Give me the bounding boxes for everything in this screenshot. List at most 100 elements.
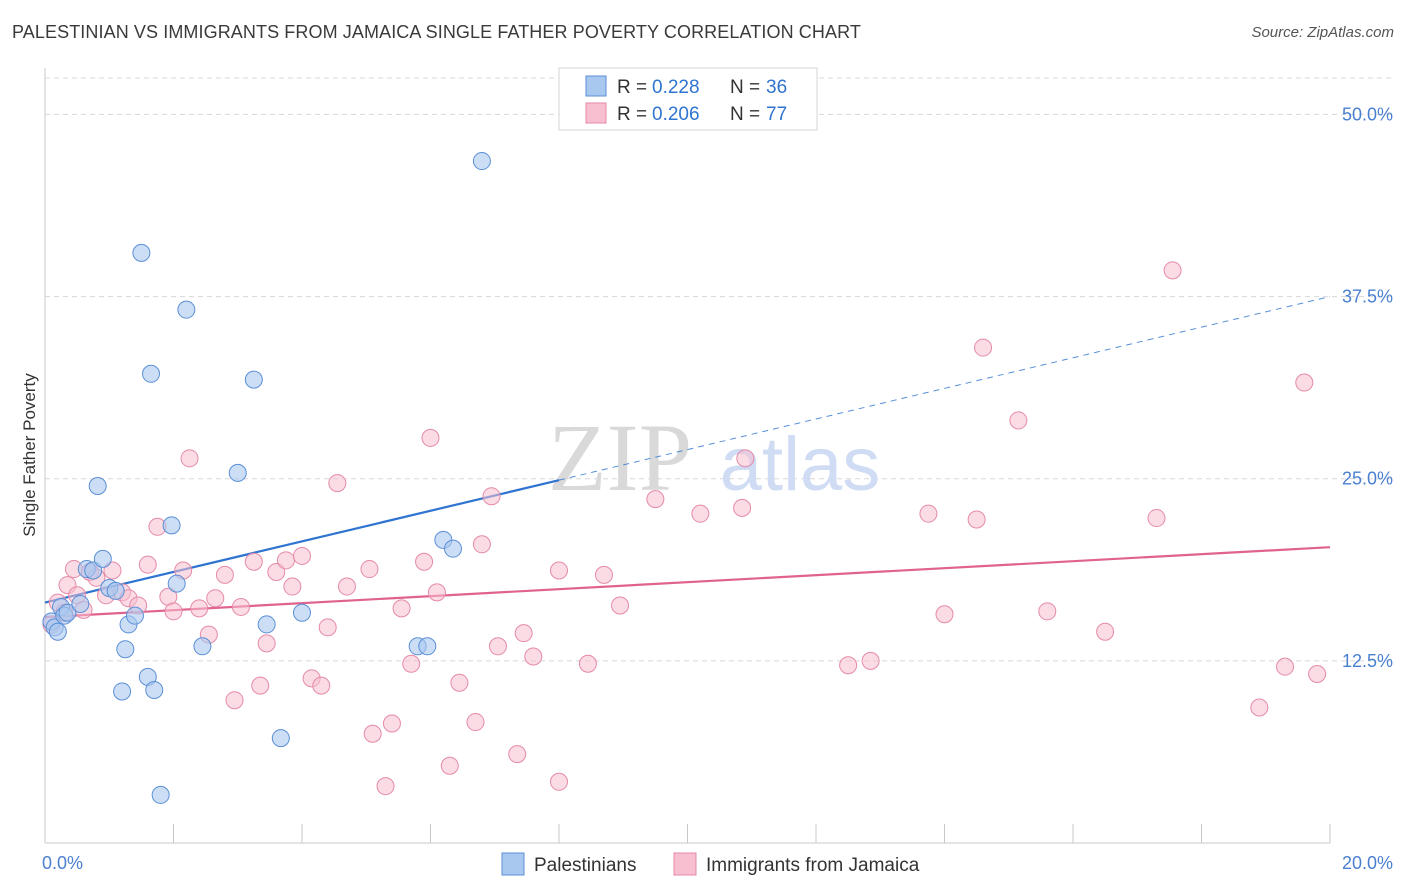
point-jamaica bbox=[967, 510, 986, 529]
point-jamaica bbox=[244, 552, 263, 571]
point-jamaica bbox=[935, 605, 954, 624]
x-tick-label-max: 20.0% bbox=[1342, 853, 1393, 873]
axis-layer: 12.5% 25.0% 37.5% 50.0% 0.0% 20.0% bbox=[42, 68, 1393, 873]
point-jamaica bbox=[312, 676, 331, 695]
point-jamaica bbox=[382, 714, 401, 733]
point-jamaica bbox=[190, 599, 209, 618]
point-palestinians bbox=[418, 637, 437, 656]
point-palestinians bbox=[93, 549, 112, 568]
legend-r-value-1: 0.228 bbox=[652, 77, 700, 98]
point-palestinians bbox=[142, 364, 161, 383]
point-jamaica bbox=[392, 599, 411, 618]
point-jamaica bbox=[733, 498, 752, 517]
point-jamaica bbox=[231, 597, 250, 616]
bottom-legend-label-palestinians: Palestinians bbox=[534, 855, 636, 876]
x-tick-label-min: 0.0% bbox=[42, 853, 83, 873]
legend-r-label-2: R = bbox=[617, 104, 647, 125]
bottom-legend-label-jamaica: Immigrants from Jamaica bbox=[706, 855, 920, 876]
point-jamaica bbox=[594, 565, 613, 584]
watermark-zip: ZIP bbox=[548, 404, 692, 511]
trend-line-palestinians bbox=[44, 479, 560, 604]
point-jamaica bbox=[103, 561, 122, 580]
point-palestinians bbox=[132, 243, 151, 262]
point-jamaica bbox=[337, 577, 356, 596]
point-palestinians bbox=[125, 606, 144, 625]
watermark: ZIP atlas bbox=[548, 404, 880, 511]
point-palestinians bbox=[177, 300, 196, 319]
point-jamaica bbox=[164, 602, 183, 621]
points-layer bbox=[42, 152, 1327, 804]
point-jamaica bbox=[276, 551, 295, 570]
point-jamaica bbox=[1038, 602, 1057, 621]
y-tick-label: 12.5% bbox=[1342, 651, 1393, 671]
legend-r-label-1: R = bbox=[617, 77, 647, 98]
point-jamaica bbox=[225, 691, 244, 710]
point-jamaica bbox=[472, 535, 491, 554]
point-jamaica bbox=[1308, 664, 1327, 683]
point-palestinians bbox=[84, 561, 103, 580]
legend-swatch-jamaica bbox=[585, 102, 607, 124]
point-jamaica bbox=[1276, 657, 1295, 676]
y-tick-label: 50.0% bbox=[1342, 104, 1393, 124]
point-palestinians bbox=[113, 682, 132, 701]
point-jamaica bbox=[691, 504, 710, 523]
point-jamaica bbox=[360, 560, 379, 579]
point-jamaica bbox=[611, 596, 630, 615]
y-tick-label: 37.5% bbox=[1342, 287, 1393, 307]
point-jamaica bbox=[550, 772, 568, 791]
chart-title: PALESTINIAN VS IMMIGRANTS FROM JAMAICA S… bbox=[12, 22, 861, 42]
legend-n-label-2: N = bbox=[730, 104, 760, 125]
point-jamaica bbox=[524, 647, 543, 666]
point-palestinians bbox=[58, 603, 77, 622]
point-jamaica bbox=[1147, 509, 1166, 528]
trend-line-palestinians-extension bbox=[558, 296, 1331, 481]
trend-line-jamaica bbox=[44, 546, 1331, 619]
point-jamaica bbox=[1295, 373, 1314, 392]
point-jamaica bbox=[415, 552, 434, 571]
point-jamaica bbox=[514, 624, 533, 643]
source-text: Source: ZipAtlas.com bbox=[1251, 24, 1394, 41]
point-jamaica bbox=[1096, 622, 1115, 641]
point-palestinians bbox=[167, 574, 186, 593]
point-jamaica bbox=[427, 583, 446, 602]
point-jamaica bbox=[508, 745, 527, 764]
point-jamaica bbox=[293, 546, 311, 565]
point-palestinians bbox=[106, 581, 125, 600]
point-palestinians bbox=[71, 595, 90, 614]
point-jamaica bbox=[206, 589, 225, 608]
y-tick-label: 25.0% bbox=[1342, 469, 1393, 489]
point-jamaica bbox=[440, 756, 459, 775]
point-jamaica bbox=[646, 490, 665, 509]
point-jamaica bbox=[578, 654, 597, 673]
point-jamaica bbox=[482, 487, 501, 506]
series-legend: Palestinians Immigrants from Jamaica bbox=[501, 852, 920, 876]
point-palestinians bbox=[443, 539, 462, 558]
point-jamaica bbox=[257, 634, 276, 653]
point-jamaica bbox=[328, 474, 347, 493]
point-palestinians bbox=[193, 637, 212, 656]
point-jamaica bbox=[318, 618, 337, 637]
point-jamaica bbox=[839, 656, 858, 675]
trend-layer bbox=[44, 296, 1331, 619]
point-palestinians bbox=[293, 603, 311, 622]
point-jamaica bbox=[180, 449, 199, 468]
point-jamaica bbox=[215, 565, 234, 584]
correlation-legend: R = 0.228 N = 36 R = 0.206 N = 77 bbox=[558, 67, 818, 131]
legend-n-value-1: 36 bbox=[766, 77, 787, 98]
point-palestinians bbox=[271, 729, 290, 748]
point-jamaica bbox=[861, 651, 880, 670]
point-jamaica bbox=[736, 449, 755, 468]
point-palestinians bbox=[151, 785, 170, 804]
bottom-legend-swatch-palestinians bbox=[501, 852, 525, 876]
legend-n-value-2: 77 bbox=[766, 104, 787, 125]
grid-layer bbox=[45, 77, 1392, 662]
point-palestinians bbox=[116, 640, 135, 659]
point-jamaica bbox=[283, 577, 302, 596]
bottom-legend-swatch-jamaica bbox=[673, 852, 697, 876]
point-jamaica bbox=[466, 713, 485, 732]
point-jamaica bbox=[919, 504, 938, 523]
point-jamaica bbox=[421, 428, 440, 447]
point-jamaica bbox=[402, 654, 421, 673]
point-jamaica bbox=[267, 562, 286, 581]
